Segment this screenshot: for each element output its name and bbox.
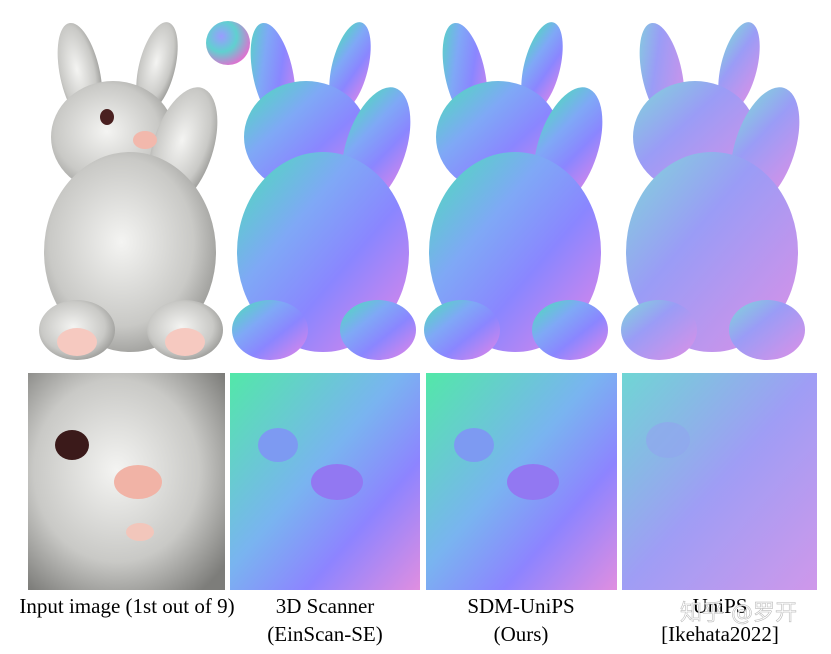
unips-normal (621, 18, 813, 360)
caption: 3D Scanner (276, 594, 375, 618)
caption: (Ours) (494, 622, 549, 646)
caption: Input image (1st out of 9) (19, 594, 234, 618)
scanner-crop (230, 373, 420, 590)
unips-crop (622, 373, 817, 590)
reference-sphere (206, 21, 250, 65)
caption: (EinScan-SE) (267, 622, 382, 646)
ours-crop (426, 373, 617, 590)
caption: SDM-UniPS (467, 594, 574, 618)
caption: [Ikehata2022] (661, 622, 779, 646)
ours-normal (424, 18, 616, 360)
caption: UniPS (693, 594, 748, 618)
scanner-normal (232, 18, 424, 360)
input-bunny (39, 18, 231, 360)
watermark: 知乎 @罗开 (680, 601, 797, 626)
input-crop (28, 373, 225, 590)
